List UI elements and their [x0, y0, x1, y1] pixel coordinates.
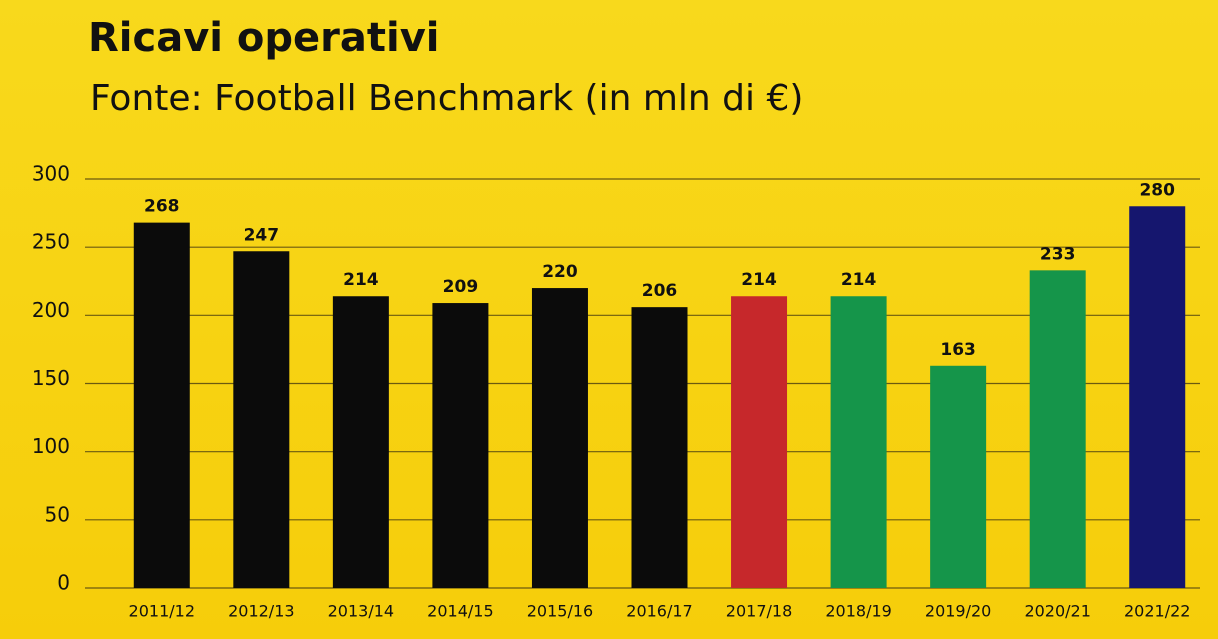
x-tick-label: 2019/20 — [925, 602, 991, 621]
bar — [332, 296, 389, 588]
value-label: 233 — [1040, 244, 1076, 264]
x-tick-label: 2012/13 — [228, 602, 294, 621]
x-tick-label: 2015/16 — [527, 602, 593, 621]
y-tick-label: 250 — [32, 230, 70, 254]
chart-subtitle: Fonte: Football Benchmark (in mln di €) — [90, 78, 803, 119]
bar — [432, 303, 489, 588]
value-label: 163 — [940, 340, 976, 360]
x-tick-label: 2013/14 — [328, 602, 394, 621]
x-tick-label: 2017/18 — [726, 602, 792, 621]
y-tick-label: 0 — [57, 571, 70, 595]
value-label: 209 — [443, 277, 479, 297]
bar — [1129, 206, 1186, 588]
bar — [1029, 270, 1086, 588]
y-tick-label: 50 — [45, 502, 70, 526]
y-tick-label: 300 — [32, 162, 70, 186]
x-tick-label: 2016/17 — [626, 602, 692, 621]
bar — [531, 288, 588, 588]
y-tick-label: 100 — [32, 434, 70, 458]
y-tick-label: 150 — [32, 366, 70, 390]
value-label: 214 — [841, 270, 877, 290]
x-tick-label: 2021/22 — [1124, 602, 1190, 621]
value-label: 214 — [343, 270, 379, 290]
value-label: 280 — [1139, 180, 1175, 200]
bar — [133, 222, 190, 589]
bar — [830, 296, 887, 588]
y-tick-label: 200 — [32, 298, 70, 322]
x-tick-label: 2020/21 — [1024, 602, 1090, 621]
bar — [631, 307, 688, 588]
bar — [731, 296, 788, 588]
chart-title: Ricavi operativi — [88, 15, 440, 61]
bar — [233, 251, 290, 589]
value-label: 268 — [144, 197, 180, 217]
x-tick-label: 2014/15 — [427, 602, 493, 621]
value-label: 247 — [244, 225, 280, 245]
bar — [930, 365, 987, 588]
x-tick-label: 2018/19 — [825, 602, 891, 621]
value-label: 220 — [542, 262, 578, 282]
value-label: 214 — [741, 270, 777, 290]
x-tick-label: 2011/12 — [129, 602, 195, 621]
value-label: 206 — [642, 281, 678, 301]
